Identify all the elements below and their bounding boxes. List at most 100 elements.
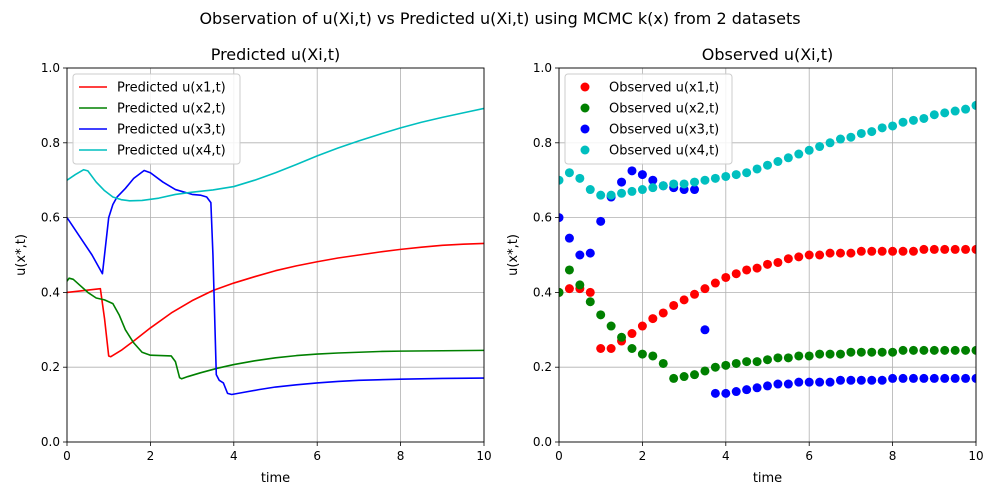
data-point <box>783 254 793 264</box>
data-point <box>877 375 887 385</box>
data-point <box>804 250 814 260</box>
data-point <box>731 269 741 279</box>
data-point <box>700 325 710 335</box>
data-point <box>710 173 720 183</box>
x-tick-label: 8 <box>889 449 897 463</box>
data-point <box>596 216 606 226</box>
data-point <box>731 387 741 397</box>
data-point <box>710 388 720 398</box>
data-point <box>710 362 720 372</box>
data-point <box>908 246 918 256</box>
data-point <box>763 160 772 170</box>
data-point <box>783 153 793 163</box>
data-point <box>606 321 616 331</box>
data-point <box>658 181 668 191</box>
data-point <box>846 347 856 357</box>
data-point <box>773 353 783 363</box>
data-point <box>637 170 647 180</box>
y-tick-label: 0.0 <box>533 435 552 449</box>
data-point <box>669 300 679 310</box>
data-point <box>679 372 689 382</box>
legend-box <box>72 73 241 165</box>
legend-label: Predicted u(x3,t) <box>117 123 226 138</box>
data-point <box>648 314 658 324</box>
data-point <box>825 377 835 387</box>
data-point <box>575 280 585 290</box>
data-point <box>971 373 976 383</box>
data-point <box>721 272 731 282</box>
data-point <box>929 244 939 254</box>
data-point <box>637 185 647 195</box>
data-point <box>919 345 929 355</box>
y-tick-label: 0.8 <box>41 136 60 150</box>
y-tick-label: 0.4 <box>533 285 552 299</box>
data-point <box>648 351 658 361</box>
legend-label: Predicted u(x4,t) <box>117 144 226 159</box>
x-axis-label: time <box>261 471 290 486</box>
x-tick-label: 6 <box>805 449 813 463</box>
data-point <box>596 344 606 353</box>
data-point <box>669 373 679 383</box>
data-point <box>888 121 898 131</box>
data-point <box>648 175 658 185</box>
data-point <box>846 132 856 142</box>
data-point <box>950 345 960 355</box>
data-point <box>721 171 731 181</box>
data-point <box>898 117 908 127</box>
series-line <box>67 169 484 396</box>
data-point <box>961 104 971 114</box>
data-point <box>794 252 804 262</box>
data-point <box>700 366 710 376</box>
data-point <box>773 157 783 166</box>
data-point <box>888 246 898 256</box>
data-point <box>752 263 762 273</box>
data-point <box>898 246 908 256</box>
data-point <box>690 185 700 195</box>
data-point <box>929 373 939 383</box>
series-line <box>67 277 484 380</box>
data-point <box>742 168 752 178</box>
data-point <box>679 179 689 189</box>
data-point <box>648 183 658 193</box>
chart-title: Observed u(Xi,t) <box>702 45 833 64</box>
data-point <box>559 213 564 223</box>
data-point <box>690 289 700 299</box>
data-point <box>804 377 814 387</box>
data-point <box>825 248 835 258</box>
data-point <box>867 246 877 256</box>
data-point <box>856 347 866 357</box>
data-point <box>888 347 898 357</box>
data-point <box>898 345 908 355</box>
data-point <box>794 149 804 159</box>
data-point <box>773 257 783 267</box>
data-point <box>559 287 564 297</box>
data-point <box>846 375 856 385</box>
legend-label: Predicted u(x2,t) <box>117 102 226 117</box>
data-point <box>950 373 960 383</box>
data-point <box>585 185 595 195</box>
data-point <box>950 106 960 116</box>
data-point <box>815 377 825 387</box>
data-point <box>637 321 647 331</box>
data-point <box>606 344 616 353</box>
data-point <box>835 349 845 359</box>
legend-label: Observed u(x1,t) <box>609 81 719 96</box>
data-point <box>763 381 772 391</box>
y-tick-label: 0.2 <box>41 360 60 374</box>
chart-title: Predicted u(Xi,t) <box>211 45 341 64</box>
data-point <box>742 357 752 367</box>
data-point <box>804 351 814 361</box>
data-point <box>575 173 585 183</box>
data-point <box>835 375 845 385</box>
series-line <box>67 107 484 202</box>
data-point <box>585 287 595 297</box>
series-line <box>67 242 484 358</box>
data-point <box>763 355 772 365</box>
data-point <box>690 177 700 187</box>
legend-label: Observed u(x2,t) <box>609 102 719 117</box>
data-point <box>773 379 783 389</box>
data-point <box>627 329 637 339</box>
data-point <box>908 345 918 355</box>
data-point <box>835 248 845 258</box>
y-axis-label: u(x*,t) <box>14 234 29 276</box>
